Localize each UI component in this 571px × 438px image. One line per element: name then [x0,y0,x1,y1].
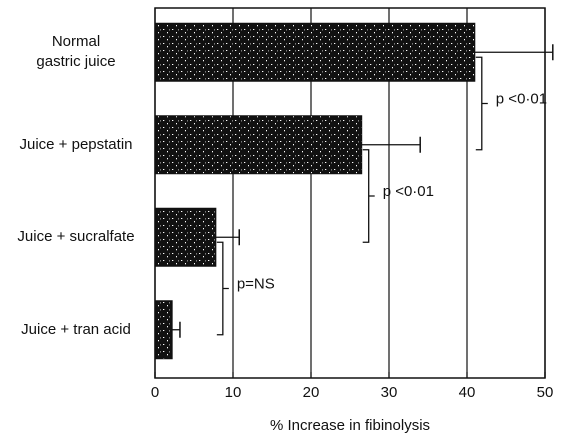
x-tick-label: 30 [381,384,398,401]
x-axis-label: % Increase in fibinolysis [270,417,430,434]
x-tick-label: 50 [537,384,554,401]
bar [154,22,476,82]
y-tick-label: Juice + pepstatin [19,135,133,153]
x-tick-label: 40 [459,384,476,401]
annotation: p <0·01 [496,90,547,107]
annotation: p=NS [237,275,275,292]
y-tick-label: Normal gastric juice [36,33,116,71]
x-tick-label: 0 [151,384,159,401]
significance-bracket [362,149,375,243]
bar [154,300,173,360]
y-tick-label: Juice + tran acid [21,320,131,338]
bar [154,207,217,267]
plot-frame [154,7,546,379]
y-tick-label: Juice + sucralfate [17,228,135,246]
x-tick-label: 20 [303,384,320,401]
x-tick-label: 10 [225,384,242,401]
bar [154,115,363,175]
significance-bracket [216,241,229,336]
annotation: p <0·01 [383,183,434,200]
significance-bracket [475,56,488,151]
